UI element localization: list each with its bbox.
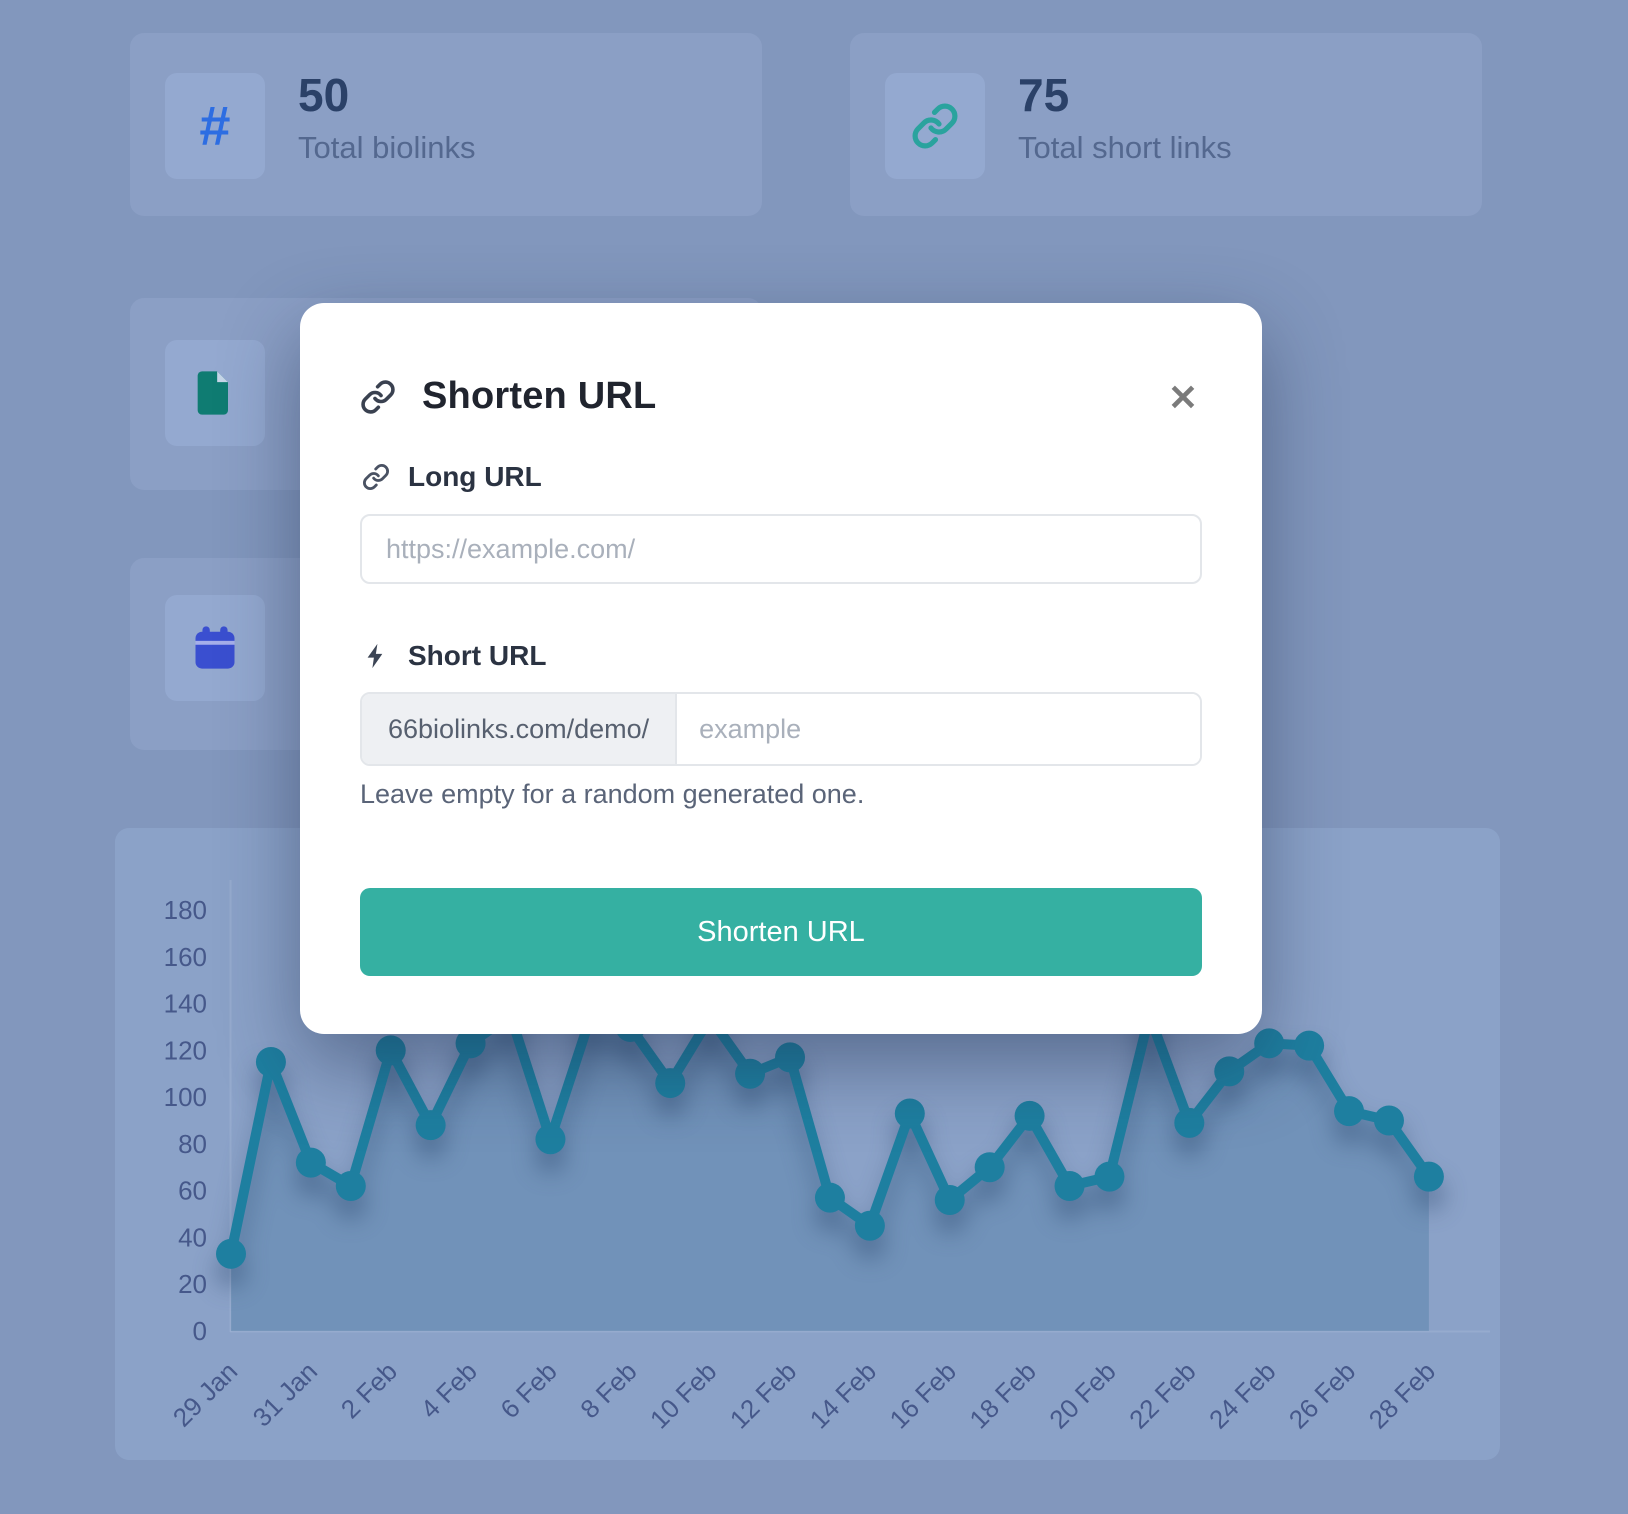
svg-text:28 Feb: 28 Feb	[1363, 1356, 1441, 1434]
modal-header: Shorten URL	[360, 375, 656, 418]
document-icon-tile	[165, 340, 265, 446]
hash-icon-tile: #	[165, 73, 265, 179]
svg-text:31 Jan: 31 Jan	[247, 1356, 323, 1432]
stat-card-biolinks: # 50 Total biolinks	[130, 33, 762, 216]
svg-text:12 Feb: 12 Feb	[724, 1356, 802, 1434]
long-url-input[interactable]	[360, 514, 1202, 584]
short-url-helper-text: Leave empty for a random generated one.	[360, 779, 865, 809]
shorten-url-modal: Shorten URL ✕ Long URL Short URL 66bioli…	[300, 303, 1262, 1034]
document-icon	[197, 371, 228, 415]
svg-text:14 Feb: 14 Feb	[804, 1356, 882, 1434]
shorten-url-button[interactable]: Shorten URL	[360, 888, 1202, 976]
svg-text:8 Feb: 8 Feb	[574, 1356, 642, 1424]
svg-text:140: 140	[164, 989, 207, 1019]
bolt-icon	[367, 643, 383, 669]
svg-text:4 Feb: 4 Feb	[415, 1356, 483, 1424]
svg-text:180: 180	[164, 895, 207, 925]
svg-text:29 Jan: 29 Jan	[167, 1356, 243, 1432]
modal-title: Shorten URL	[422, 375, 657, 417]
svg-text:26 Feb: 26 Feb	[1283, 1356, 1361, 1434]
calendar-icon	[195, 626, 235, 669]
hash-icon: #	[199, 94, 231, 157]
close-button[interactable]: ✕	[1160, 375, 1206, 421]
clicks-chart-panel: 0 20 40 60 80 100 120 140 160 180 29 Jan 31 Jan 2 Fe…	[115, 828, 1500, 1460]
calendar-icon-tile	[165, 595, 265, 701]
svg-text:2 Feb: 2 Feb	[335, 1356, 403, 1424]
link-icon	[361, 379, 395, 414]
close-icon: ✕	[1167, 377, 1199, 418]
short-url-label: Short URL	[362, 640, 546, 672]
short-links-count: 75	[1018, 69, 1070, 121]
short-url-input[interactable]	[677, 694, 1200, 764]
svg-text:6 Feb: 6 Feb	[494, 1356, 562, 1424]
svg-text:160: 160	[164, 942, 207, 972]
biolinks-count: 50	[298, 69, 350, 121]
svg-text:18 Feb: 18 Feb	[963, 1356, 1041, 1434]
svg-text:16 Feb: 16 Feb	[884, 1356, 962, 1434]
link-icon	[912, 103, 958, 149]
short-links-label: Total short links	[1018, 129, 1232, 165]
svg-text:120: 120	[164, 1035, 207, 1065]
svg-text:24 Feb: 24 Feb	[1203, 1356, 1281, 1434]
svg-text:0: 0	[193, 1316, 207, 1346]
biolinks-label: Total biolinks	[298, 129, 476, 165]
stat-card-short-links: 75 Total short links	[850, 33, 1482, 216]
short-url-label-text: Short URL	[408, 640, 547, 671]
long-url-label: Long URL	[362, 461, 542, 493]
svg-text:20: 20	[178, 1269, 207, 1299]
svg-text:22 Feb: 22 Feb	[1123, 1356, 1201, 1434]
svg-text:80: 80	[178, 1129, 207, 1159]
link-icon-tile	[885, 73, 985, 179]
svg-text:40: 40	[178, 1222, 207, 1252]
link-icon	[363, 464, 389, 490]
svg-text:10 Feb: 10 Feb	[644, 1356, 722, 1434]
short-url-prefix: 66biolinks.com/demo/	[362, 694, 678, 764]
svg-text:60: 60	[178, 1176, 207, 1206]
long-url-label-text: Long URL	[408, 461, 542, 492]
svg-text:100: 100	[164, 1082, 207, 1112]
short-url-input-group: 66biolinks.com/demo/	[360, 692, 1202, 766]
svg-text:20 Feb: 20 Feb	[1043, 1356, 1121, 1434]
